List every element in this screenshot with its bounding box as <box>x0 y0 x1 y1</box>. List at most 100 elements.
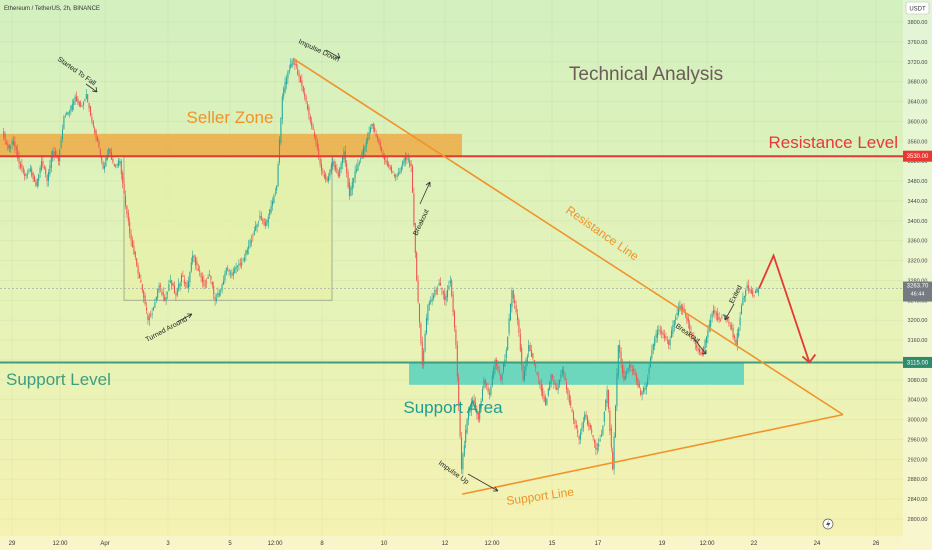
candle-body <box>277 164 279 187</box>
y-tick-label: 3480.00 <box>908 179 928 185</box>
candle-body <box>712 310 715 314</box>
candle-body <box>224 273 226 281</box>
candle-body <box>220 290 222 292</box>
support-area-label: Support Area <box>403 398 503 417</box>
candle-body <box>84 99 86 102</box>
candle-body <box>113 164 115 167</box>
candle-body <box>718 317 720 321</box>
candle-body <box>362 147 365 156</box>
candle-body <box>682 306 684 311</box>
candle-body <box>151 313 153 315</box>
candle-body <box>57 157 59 162</box>
candle-body <box>383 156 386 160</box>
candle-body <box>31 168 33 176</box>
candle-body <box>725 315 727 318</box>
candle-body <box>232 271 234 276</box>
candle-body <box>221 284 223 291</box>
candle-body <box>222 280 225 285</box>
candle-body <box>301 80 303 86</box>
candle-body <box>694 339 696 345</box>
candle-body <box>270 205 272 213</box>
candle-body <box>523 371 526 380</box>
candle-body <box>397 172 400 175</box>
lightning-icon[interactable] <box>822 518 834 530</box>
candle-body <box>645 384 647 390</box>
candle-body <box>280 118 282 143</box>
seller-zone-rect <box>0 133 462 157</box>
candle-body <box>152 307 155 311</box>
candle-body <box>603 411 605 422</box>
candle-body <box>238 263 240 266</box>
candle-body <box>147 314 149 321</box>
candle-body <box>54 151 57 156</box>
candle-body <box>665 336 667 340</box>
candle-body <box>334 165 337 170</box>
candle-body <box>558 380 561 385</box>
candle-body <box>414 222 416 253</box>
candle-body <box>32 172 34 179</box>
candle-body <box>22 168 24 173</box>
candle-body <box>430 300 432 302</box>
candlestick-series <box>3 57 759 475</box>
candle-body <box>686 315 688 321</box>
candle-body <box>696 344 698 348</box>
candle-body <box>133 245 135 255</box>
candle-body <box>236 265 239 267</box>
candle-body <box>732 328 734 338</box>
candle-body <box>168 284 170 291</box>
candle-body <box>63 116 65 130</box>
candle-body <box>313 132 316 137</box>
currency-badge[interactable]: USDT <box>905 1 930 15</box>
candle-body <box>670 330 673 338</box>
candle-body <box>439 282 442 286</box>
candle-body <box>663 335 666 338</box>
candle-body <box>388 163 390 167</box>
candle-body <box>666 340 668 342</box>
candle-body <box>206 281 208 283</box>
candle-body <box>150 315 152 317</box>
candle-body <box>235 266 237 270</box>
candle-body <box>108 148 110 154</box>
candle-body <box>589 425 591 430</box>
candle-body <box>249 240 251 246</box>
candle-body <box>336 167 338 174</box>
candle-body <box>285 78 288 85</box>
candle-body <box>500 375 502 380</box>
candle-body <box>392 171 394 173</box>
candle-body <box>539 380 541 385</box>
candle-body <box>157 288 159 299</box>
candle-body <box>369 127 372 133</box>
seller-zone-label: Seller Zone <box>187 108 274 127</box>
candle-body <box>239 263 241 265</box>
candle-body <box>148 316 150 321</box>
candle-body <box>526 356 528 364</box>
candle-body <box>753 295 755 297</box>
candle-body <box>438 282 440 286</box>
candle-body <box>311 121 313 127</box>
candle-body <box>404 156 407 161</box>
candle-body <box>316 141 318 149</box>
candle-body <box>259 215 261 218</box>
candle-body <box>4 133 6 141</box>
candle-body <box>227 268 229 269</box>
candle-body <box>691 335 694 336</box>
candle-body <box>99 148 101 157</box>
candle-body <box>746 285 748 289</box>
candle-body <box>551 374 554 378</box>
candle-body <box>641 391 643 395</box>
candle-body <box>264 222 267 226</box>
candle-body <box>567 387 569 395</box>
candle-body <box>378 138 380 144</box>
candle-body <box>448 286 450 289</box>
candle-body <box>529 345 531 352</box>
candle-body <box>458 376 460 406</box>
candle-body <box>750 289 752 294</box>
candle-body <box>731 325 733 330</box>
candle-body <box>332 161 334 166</box>
candle-body <box>145 307 148 311</box>
candle-body <box>518 320 520 334</box>
candle-body <box>178 284 180 290</box>
candle-body <box>578 436 580 440</box>
candle-body <box>623 369 625 380</box>
